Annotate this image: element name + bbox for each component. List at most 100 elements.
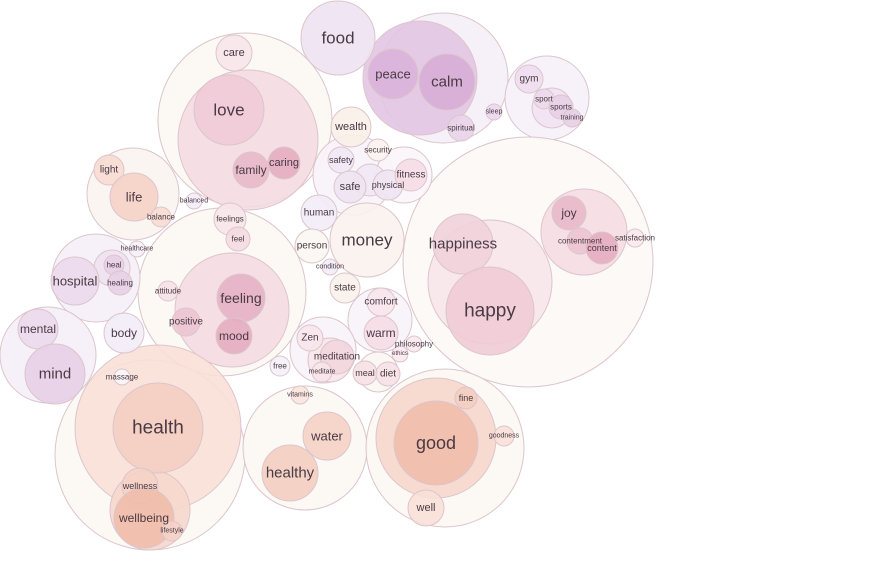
bubble-well [407,489,445,527]
bubble-money [329,202,405,278]
label-goodness: goodness [489,433,520,440]
label-meditate: meditate [309,369,336,376]
label-love: love [213,101,244,120]
label-wealth: wealth [334,121,367,133]
label-person: person [297,241,328,252]
bubble-zen [296,324,324,352]
bubble-balanced [185,192,203,210]
label-mental: mental [20,322,56,336]
label-health: health [132,418,184,439]
label-feel: feel [232,235,245,244]
label-sport: sport [535,95,554,104]
bubble-happy [445,266,535,356]
label-physical: physical [372,180,405,190]
label-hospital: hospital [53,274,98,289]
bubble-care [215,34,253,72]
bubble-health [112,382,204,474]
label-good: good [416,433,456,453]
bubble-diet [375,361,401,387]
label-condition: condition [316,264,344,271]
label-sleep: sleep [486,109,503,116]
label-contentment: contentment [558,237,603,246]
label-content: content [587,243,617,253]
bubble-mood [215,317,253,355]
bubble-healthy [261,444,319,502]
label-family: family [235,163,266,177]
bubble-condition [321,258,339,276]
bubble-satisfaction [625,228,645,248]
label-feeling: feeling [220,290,261,306]
label-satisfaction: satisfaction [615,234,655,243]
label-comfort: comfort [364,297,398,308]
label-light: light [100,165,119,176]
bubble-warm [363,315,399,351]
bubble-calm [418,53,476,111]
label-water: water [310,429,343,444]
label-healing: healing [107,279,133,288]
bubble-person [294,228,330,264]
bubble-food [300,0,376,76]
label-lifestyle: lifestyle [160,528,183,535]
bubble-safety [327,146,355,174]
label-balance: balance [147,213,176,222]
label-wellness: wellness [122,481,158,491]
label-healthcare: healthcare [121,246,154,253]
bubble-love [193,74,265,146]
bubble-healthcare [128,240,146,258]
bubble-spiritual [447,114,475,142]
label-well: well [416,502,436,514]
label-diet: diet [380,369,396,380]
label-feelings: feelings [216,215,244,224]
bubble-fine [454,386,478,410]
label-massage: massage [106,373,139,382]
label-attitude: attitude [155,287,182,296]
label-happiness: happiness [429,236,497,253]
bubble-water [302,411,352,461]
bubble-gym [514,64,544,94]
label-caring: caring [269,157,299,169]
bubble-sleep [485,103,503,121]
bubble-meditate [311,361,333,383]
label-gym: gym [520,74,539,85]
label-mood: mood [219,329,249,343]
label-vitamins: vitamins [287,392,313,399]
bubble-content [585,231,619,265]
label-ethics: ethics [392,351,408,357]
label-philosophy: philosophy [395,340,433,349]
label-fitness: fitness [397,170,426,181]
label-balanced: balanced [180,198,209,205]
label-meditation: meditation [314,352,360,363]
label-positive: positive [169,317,203,328]
bubble-life [109,172,159,222]
bubble-state [329,272,361,304]
label-spiritual: spiritual [447,124,475,133]
bubble-positive [171,307,201,337]
bubble-healing [107,270,133,296]
label-calm: calm [431,74,463,91]
label-security: security [364,146,392,155]
label-heal: heal [106,261,121,270]
label-state: state [334,283,356,294]
label-happy: happy [464,301,516,322]
bubble-training [562,108,582,128]
label-peace: peace [375,67,410,82]
bubble-family [232,151,270,189]
bubble-wellbeing [113,487,175,549]
label-wellbeing: wellbeing [118,511,169,525]
bubble-joy [551,195,587,231]
label-food: food [321,29,354,48]
label-life: life [126,190,143,205]
label-mind: mind [39,366,72,383]
bubble-feel [225,226,251,252]
bubble-hospital [50,256,100,306]
bubble-happiness [432,213,494,275]
bubble-light [93,154,125,186]
label-body: body [111,326,137,340]
bubble-security [366,138,390,162]
label-fine: fine [459,393,474,403]
bubble-wealth [330,106,372,148]
bubble-ethics [391,345,409,363]
label-human: human [304,208,335,219]
label-sports: sports [550,103,572,112]
